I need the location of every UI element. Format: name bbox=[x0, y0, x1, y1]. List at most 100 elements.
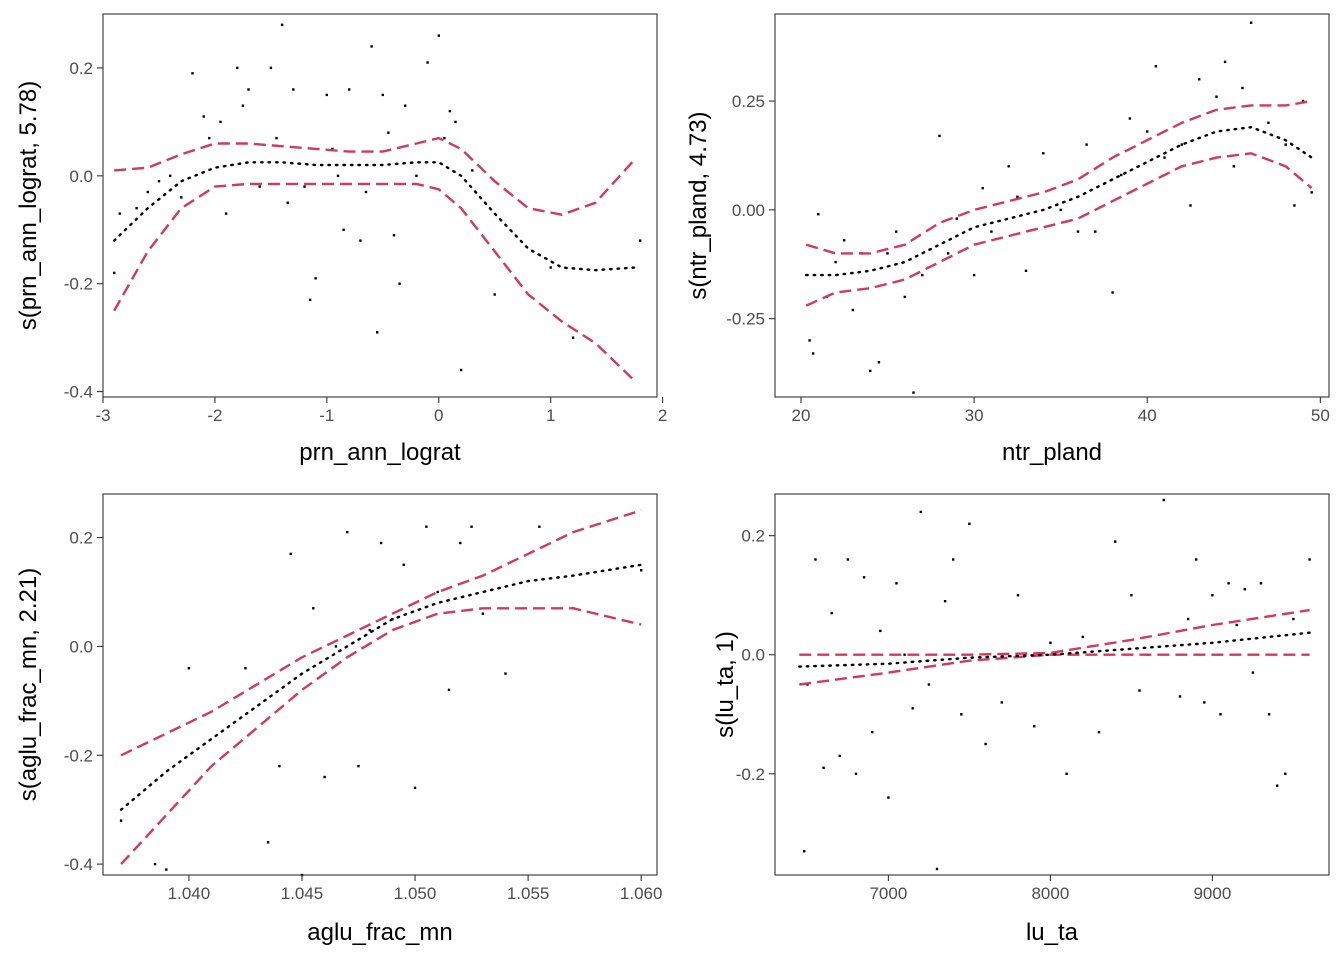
scatter-points bbox=[113, 23, 642, 372]
data-point bbox=[280, 23, 284, 26]
data-point bbox=[1097, 730, 1101, 734]
data-point bbox=[1049, 641, 1052, 644]
x-axis-title: prn_ann_lograt bbox=[299, 439, 461, 466]
data-point bbox=[1267, 713, 1271, 716]
data-point bbox=[1094, 230, 1097, 233]
data-point bbox=[289, 552, 292, 556]
data-point bbox=[1186, 617, 1190, 621]
x-tick-label: 1 bbox=[546, 406, 555, 425]
data-point bbox=[984, 742, 987, 746]
data-point bbox=[342, 228, 345, 231]
data-point bbox=[814, 558, 817, 561]
data-point bbox=[803, 850, 806, 853]
data-point bbox=[1111, 291, 1114, 294]
data-point bbox=[331, 147, 334, 151]
data-point bbox=[886, 252, 889, 255]
data-point bbox=[903, 295, 906, 299]
data-point bbox=[1016, 195, 1019, 198]
data-point bbox=[862, 576, 866, 579]
data-point bbox=[1276, 784, 1279, 787]
data-point bbox=[471, 169, 474, 172]
x-axis-title: lu_ta bbox=[1026, 919, 1079, 946]
y-tick-label: 0.0 bbox=[741, 646, 765, 665]
x-tick-label: 40 bbox=[1138, 406, 1157, 425]
x-axis-title: ntr_pland bbox=[1002, 439, 1102, 466]
upper-confidence-band bbox=[799, 608, 1310, 656]
data-point bbox=[1042, 152, 1045, 155]
x-tick-label: 8000 bbox=[1031, 884, 1069, 903]
data-point bbox=[404, 104, 407, 107]
data-point bbox=[911, 707, 914, 710]
data-point bbox=[1284, 143, 1287, 146]
data-point bbox=[1259, 582, 1263, 585]
data-point bbox=[1162, 498, 1165, 502]
data-point bbox=[314, 277, 317, 280]
data-point bbox=[960, 713, 963, 716]
data-point bbox=[493, 293, 496, 296]
y-tick-label: -0.25 bbox=[726, 310, 765, 329]
data-point bbox=[1232, 165, 1235, 168]
data-point bbox=[447, 688, 451, 692]
data-point bbox=[846, 558, 850, 561]
data-point bbox=[334, 645, 338, 648]
panel-border bbox=[774, 13, 1330, 398]
data-point bbox=[370, 45, 373, 48]
data-point bbox=[808, 339, 811, 342]
data-point bbox=[571, 336, 575, 339]
data-point bbox=[244, 667, 247, 670]
data-point bbox=[312, 607, 315, 610]
data-point bbox=[1180, 143, 1183, 146]
data-point bbox=[336, 174, 340, 177]
data-point bbox=[187, 667, 191, 670]
data-point bbox=[854, 772, 858, 775]
y-axis-title: s(aglu_frac_mn, 2.21) bbox=[15, 568, 42, 801]
data-point bbox=[1081, 635, 1084, 639]
x-tick-label: 1.060 bbox=[620, 884, 663, 903]
x-tick-label: 0 bbox=[434, 406, 443, 425]
data-point bbox=[1189, 204, 1192, 207]
data-point bbox=[851, 308, 855, 312]
data-point bbox=[398, 282, 401, 285]
data-point bbox=[538, 525, 541, 528]
data-point bbox=[286, 201, 289, 204]
data-point bbox=[919, 510, 922, 514]
lower-confidence-band bbox=[805, 152, 1313, 307]
data-point bbox=[1211, 594, 1214, 597]
data-point bbox=[258, 185, 261, 188]
data-point bbox=[1243, 588, 1246, 591]
data-point bbox=[504, 672, 507, 675]
y-tick-label: 0.25 bbox=[732, 92, 765, 111]
data-point bbox=[157, 180, 161, 183]
data-point bbox=[1235, 623, 1238, 627]
data-point bbox=[323, 775, 326, 779]
data-point bbox=[981, 186, 984, 190]
data-point bbox=[443, 136, 446, 140]
x-tick-label: -3 bbox=[95, 406, 110, 425]
data-point bbox=[219, 120, 222, 124]
data-point bbox=[830, 611, 833, 615]
data-point bbox=[368, 628, 371, 632]
x-tick-label: 50 bbox=[1311, 406, 1330, 425]
data-point bbox=[1203, 701, 1206, 704]
data-point bbox=[415, 174, 418, 177]
data-point bbox=[1076, 230, 1080, 233]
data-point bbox=[180, 196, 183, 199]
data-point bbox=[817, 213, 820, 216]
x-tick-label: 1.045 bbox=[281, 884, 324, 903]
y-tick-label: -0.4 bbox=[64, 383, 93, 402]
x-tick-label: 9000 bbox=[1193, 884, 1231, 903]
data-point bbox=[1138, 689, 1141, 692]
x-tick-label: 20 bbox=[792, 406, 811, 425]
data-point bbox=[990, 230, 993, 233]
data-point bbox=[843, 239, 846, 242]
y-tick-label: 0.2 bbox=[69, 59, 93, 78]
smooth-fit-line bbox=[119, 563, 643, 811]
data-point bbox=[402, 563, 405, 566]
data-point bbox=[1198, 78, 1201, 81]
panel-border bbox=[102, 493, 658, 876]
data-point bbox=[348, 88, 351, 91]
data-point bbox=[877, 361, 881, 364]
data-point bbox=[938, 134, 941, 138]
x-tick-label: 1.040 bbox=[168, 884, 211, 903]
